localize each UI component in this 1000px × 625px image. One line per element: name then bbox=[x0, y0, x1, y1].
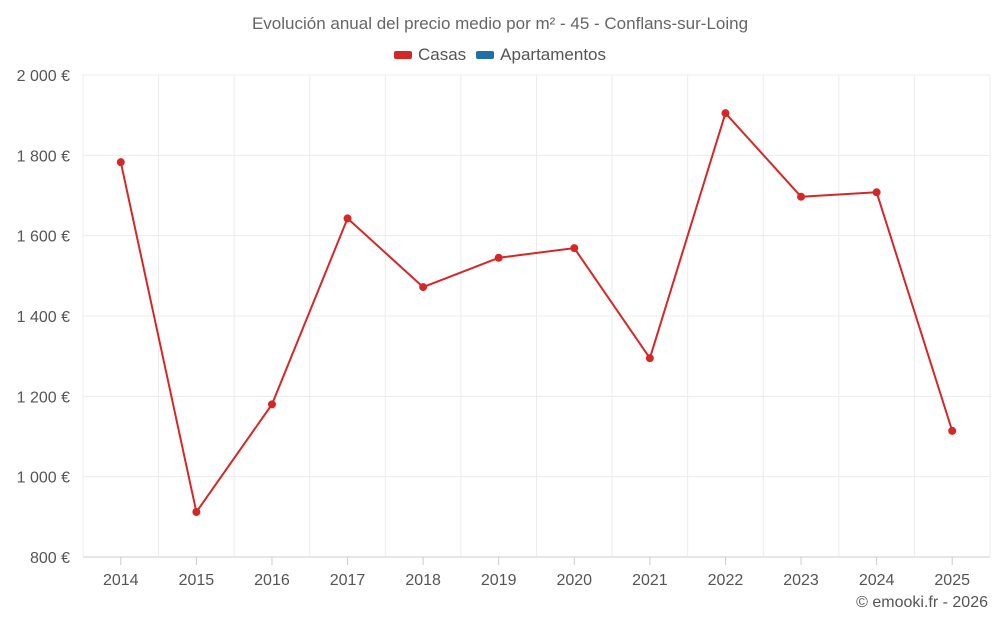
x-tick-label: 2019 bbox=[481, 572, 517, 589]
data-point bbox=[267, 400, 276, 409]
legend-swatch-apartamentos bbox=[476, 51, 495, 59]
x-tick-label: 2022 bbox=[708, 572, 744, 589]
chart-legend: Casas Apartamentos bbox=[0, 45, 1000, 65]
data-point bbox=[494, 253, 503, 262]
y-tick-label: 1 200 € bbox=[17, 389, 70, 406]
data-point bbox=[721, 109, 730, 118]
x-tick-label: 2021 bbox=[632, 572, 668, 589]
data-point bbox=[645, 354, 654, 363]
copyright-text: © emooki.fr - 2026 bbox=[856, 594, 988, 611]
x-tick-label: 2023 bbox=[783, 572, 819, 589]
x-tick-label: 2018 bbox=[405, 572, 441, 589]
legend-label-apartamentos: Apartamentos bbox=[500, 45, 607, 64]
legend-label-casas: Casas bbox=[417, 45, 467, 64]
data-point bbox=[872, 188, 881, 197]
data-point bbox=[570, 244, 579, 253]
series-line-casas bbox=[119, 112, 954, 514]
y-tick-label: 1 400 € bbox=[17, 309, 70, 326]
x-tick-label: 2017 bbox=[330, 572, 366, 589]
x-tick-label: 2016 bbox=[254, 572, 290, 589]
x-tick-label: 2024 bbox=[859, 572, 895, 589]
data-point bbox=[343, 214, 352, 223]
y-tick-label: 1 600 € bbox=[17, 229, 70, 246]
legend-swatch-casas bbox=[393, 51, 412, 59]
x-tick-label: 2015 bbox=[179, 572, 215, 589]
legend-item-apartamentos[interactable]: Apartamentos bbox=[476, 45, 606, 65]
y-tick-label: 1 800 € bbox=[17, 148, 70, 165]
data-point bbox=[192, 508, 201, 517]
data-point bbox=[797, 192, 806, 201]
x-tick-label: 2014 bbox=[103, 572, 139, 589]
data-point bbox=[419, 283, 428, 292]
x-tick-label: 2025 bbox=[934, 572, 970, 589]
y-tick-label: 2 000 € bbox=[17, 68, 70, 85]
data-point bbox=[116, 158, 125, 167]
data-point bbox=[948, 426, 957, 435]
chart-title: Evolución anual del precio medio por m² … bbox=[251, 14, 749, 33]
x-tick-label: 2020 bbox=[556, 572, 592, 589]
legend-item-casas[interactable]: Casas bbox=[393, 45, 467, 65]
y-tick-label: 800 € bbox=[30, 550, 70, 567]
y-tick-label: 1 000 € bbox=[17, 470, 70, 487]
